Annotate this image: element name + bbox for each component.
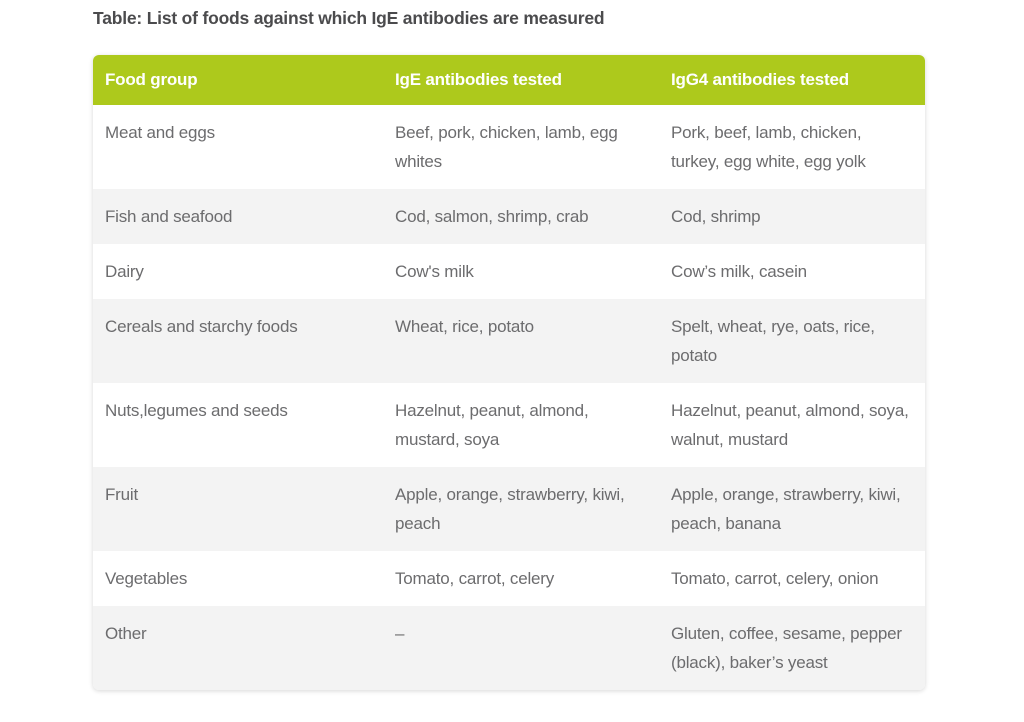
cell-igg4-antibodies: Cow’s milk, casein bbox=[671, 262, 807, 281]
table-row: Fish and seafood Cod, salmon, shrimp, cr… bbox=[93, 189, 925, 244]
table-row: Fruit Apple, orange, strawberry, kiwi, p… bbox=[93, 467, 925, 551]
table-row: Vegetables Tomato, carrot, celery Tomato… bbox=[93, 551, 925, 606]
column-header-food-group: Food group bbox=[105, 70, 198, 89]
cell-ige-antibodies: Beef, pork, chicken, lamb, egg whites bbox=[395, 123, 618, 171]
table-body: Meat and eggs Beef, pork, chicken, lamb,… bbox=[93, 105, 925, 690]
table-row: Dairy Cow's milk Cow’s milk, casein bbox=[93, 244, 925, 299]
table-row: Nuts,legumes and seeds Hazelnut, peanut,… bbox=[93, 383, 925, 467]
table-row: Cereals and starchy foods Wheat, rice, p… bbox=[93, 299, 925, 383]
cell-igg4-antibodies: Pork, beef, lamb, chicken, turkey, egg w… bbox=[671, 123, 866, 171]
table-caption: Table: List of foods against which IgE a… bbox=[93, 8, 605, 28]
cell-ige-antibodies: Cod, salmon, shrimp, crab bbox=[395, 207, 589, 226]
cell-igg4-antibodies: Gluten, coffee, sesame, pepper (black), … bbox=[671, 624, 902, 672]
table-header-row: Food group IgE antibodies tested IgG4 an… bbox=[93, 55, 925, 105]
cell-igg4-antibodies: Spelt, wheat, rye, oats, rice, potato bbox=[671, 317, 875, 365]
cell-ige-antibodies: Hazelnut, peanut, almond, mustard, soya bbox=[395, 401, 589, 449]
cell-ige-antibodies: Wheat, rice, potato bbox=[395, 317, 534, 336]
cell-ige-antibodies: Tomato, carrot, celery bbox=[395, 569, 555, 588]
cell-igg4-antibodies: Tomato, carrot, celery, onion bbox=[671, 569, 879, 588]
cell-food-group: Other bbox=[105, 624, 147, 643]
cell-food-group: Nuts,legumes and seeds bbox=[105, 401, 288, 420]
cell-food-group: Meat and eggs bbox=[105, 123, 215, 142]
cell-food-group: Fruit bbox=[105, 485, 139, 504]
cell-igg4-antibodies: Apple, orange, strawberry, kiwi, peach, … bbox=[671, 485, 901, 533]
cell-igg4-antibodies: Hazelnut, peanut, almond, soya, walnut, … bbox=[671, 401, 909, 449]
cell-ige-antibodies: – bbox=[395, 624, 405, 643]
column-header-igg4-antibodies: IgG4 antibodies tested bbox=[671, 70, 849, 89]
document-page: Table: List of foods against which IgE a… bbox=[93, 8, 925, 690]
cell-ige-antibodies: Cow's milk bbox=[395, 262, 474, 281]
table-row: Other – Gluten, coffee, sesame, pepper (… bbox=[93, 606, 925, 690]
cell-igg4-antibodies: Cod, shrimp bbox=[671, 207, 761, 226]
column-header-ige-antibodies: IgE antibodies tested bbox=[395, 70, 562, 89]
cell-ige-antibodies: Apple, orange, strawberry, kiwi, peach bbox=[395, 485, 625, 533]
cell-food-group: Cereals and starchy foods bbox=[105, 317, 298, 336]
cell-food-group: Fish and seafood bbox=[105, 207, 233, 226]
cell-food-group: Vegetables bbox=[105, 569, 188, 588]
table-row: Meat and eggs Beef, pork, chicken, lamb,… bbox=[93, 105, 925, 189]
cell-food-group: Dairy bbox=[105, 262, 144, 281]
foods-antibodies-table: Food group IgE antibodies tested IgG4 an… bbox=[93, 55, 925, 690]
